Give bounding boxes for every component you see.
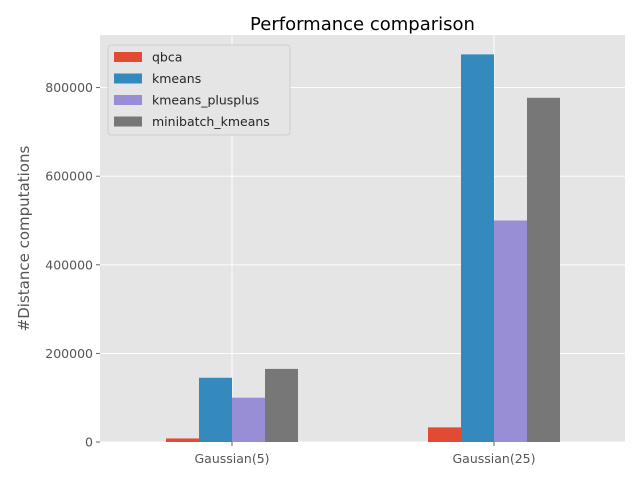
legend-label-qbca: qbca <box>152 50 182 65</box>
bar-kmeans_plusplus <box>232 397 265 442</box>
legend-label-kmeans_plusplus: kmeans_plusplus <box>152 93 259 108</box>
y-axis-ticks: 0 200000 400000 600000 800000 <box>45 80 100 450</box>
legend-label-kmeans: kmeans <box>152 71 201 86</box>
legend-swatch-kmeans_plusplus <box>114 95 142 105</box>
legend-swatch-qbca <box>114 52 142 62</box>
y-tick-label: 600000 <box>45 169 93 184</box>
bar-qbca <box>428 427 461 442</box>
bar-minibatch_kmeans <box>527 97 560 443</box>
bar-kmeans_plusplus <box>494 220 527 442</box>
y-tick-label: 400000 <box>45 257 93 272</box>
bar-kmeans <box>461 54 494 442</box>
legend-swatch-minibatch_kmeans <box>114 116 142 127</box>
bar-kmeans <box>199 377 232 442</box>
bar-minibatch_kmeans <box>265 368 298 442</box>
bars <box>166 54 560 443</box>
legend-box <box>107 44 291 136</box>
legend: qbca kmeans kmeans_plusplus minibatch_kmean… <box>107 44 291 136</box>
y-tick-label: 0 <box>85 435 93 450</box>
chart-title: Performance comparison <box>250 14 475 35</box>
y-tick-label: 800000 <box>45 80 93 95</box>
legend-label-minibatch_kmeans: minibatch_kmeans <box>152 114 270 129</box>
x-axis-ticks: Gaussian(5) Gaussian(25) <box>194 442 536 466</box>
x-tick-label: Gaussian(25) <box>452 451 535 466</box>
x-tick-label: Gaussian(5) <box>194 451 269 466</box>
y-tick-label: 200000 <box>45 346 93 361</box>
bar-qbca <box>166 438 199 442</box>
y-axis-label: #Distance computations <box>15 146 33 332</box>
legend-swatch-kmeans <box>114 73 142 84</box>
